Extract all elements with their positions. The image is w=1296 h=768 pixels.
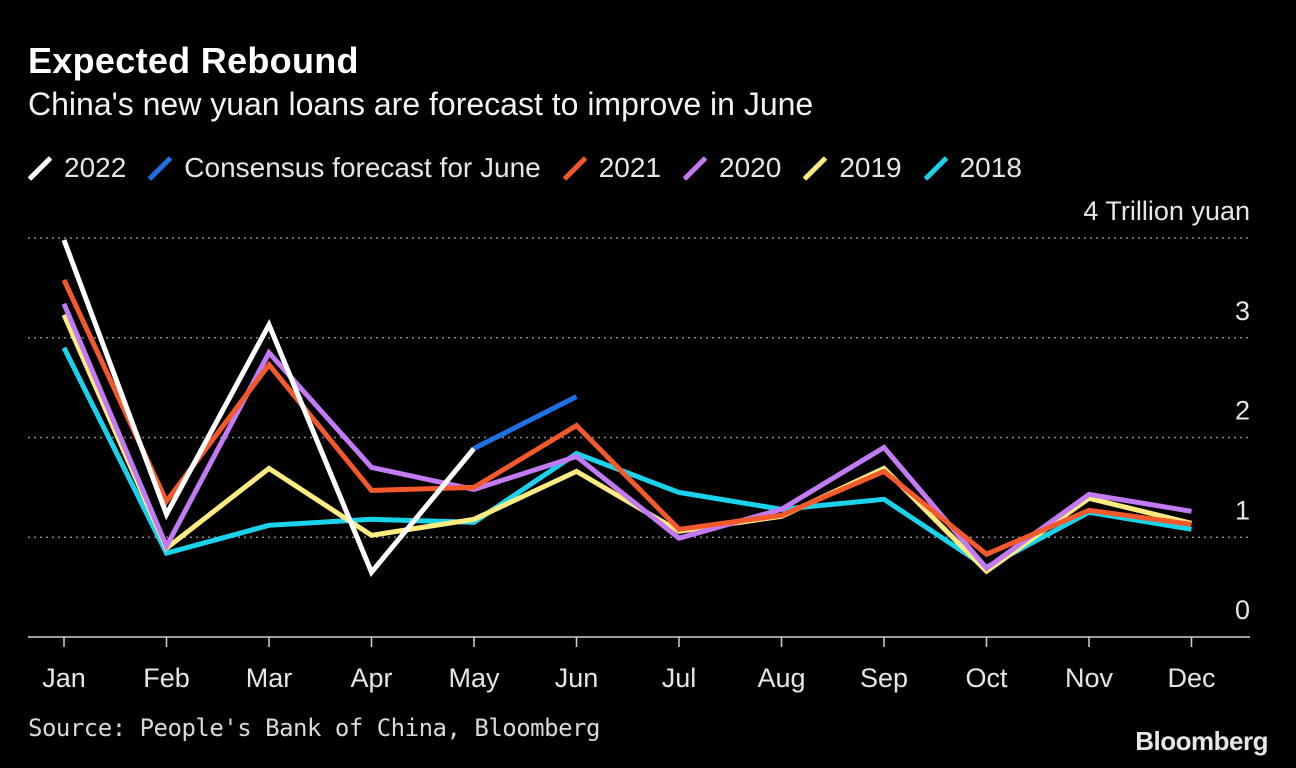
x-tick-label: Jun [555, 663, 599, 693]
series-line-2019 [61, 313, 1193, 575]
x-tick-label: Oct [965, 663, 1008, 693]
x-tick-label: Mar [246, 663, 293, 693]
legend-label: 2022 [64, 152, 127, 183]
y-tick-label: 0 [1235, 595, 1250, 625]
legend-item: 2021 [562, 152, 662, 184]
x-tick-label: Nov [1065, 663, 1114, 693]
legend-label: 2018 [959, 152, 1022, 183]
x-tick-label: Feb [143, 663, 190, 693]
source-note: Source: People's Bank of China, Bloomber… [28, 714, 600, 742]
x-tick-label: Apr [350, 663, 392, 693]
legend-label: 2020 [719, 152, 782, 183]
chart-legend: 2022 Consensus forecast for June 2021 2020 2… [27, 150, 1044, 186]
series-line-2018 [61, 346, 1192, 571]
y-tick-label: 2 [1235, 396, 1250, 426]
bloomberg-logo: Bloomberg [1135, 726, 1268, 756]
legend-item: Consensus forecast for June [147, 152, 541, 184]
y-tick-label: 4 Trillion yuan [1083, 196, 1250, 226]
x-tick-label: Jul [662, 663, 697, 693]
series-line-2022 [61, 239, 476, 577]
x-tick-label: May [448, 663, 500, 693]
legend-item: 2019 [802, 152, 902, 184]
y-tick-label: 3 [1235, 296, 1250, 326]
x-tick-label: Aug [757, 663, 805, 693]
legend-item: 2020 [682, 152, 782, 184]
legend-label: Consensus forecast for June [184, 152, 541, 183]
legend-item: 2018 [923, 152, 1022, 184]
series-line-2021 [61, 278, 1192, 558]
x-tick-label: Dec [1167, 663, 1215, 693]
series-line-consensus-forecast-for-june [472, 394, 578, 451]
y-tick-label: 1 [1235, 495, 1250, 525]
legend-item: 2022 [27, 152, 127, 184]
legend-label: 2021 [598, 152, 662, 183]
x-tick-label: Sep [860, 663, 908, 693]
series-line-2020 [61, 302, 1192, 572]
legend-label: 2019 [839, 152, 902, 183]
chart-title: Expected Rebound [28, 40, 359, 81]
x-tick-label: Jan [42, 663, 86, 693]
chart-subtitle: China's new yuan loans are forecast to i… [28, 86, 814, 122]
